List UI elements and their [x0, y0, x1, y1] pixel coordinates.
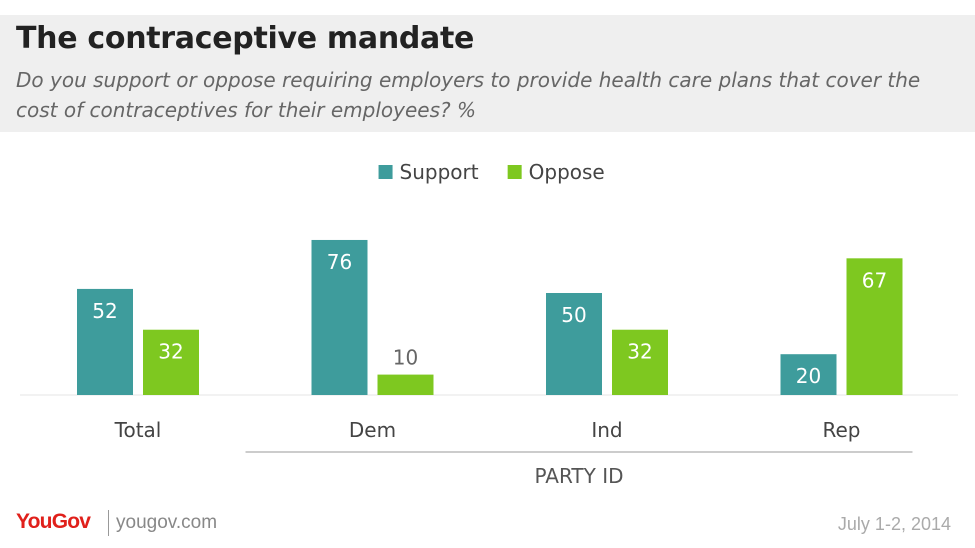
- bar-total-oppose: [143, 329, 199, 395]
- chart-subtitle: Do you support or oppose requiring emplo…: [16, 68, 921, 122]
- category-label-ind: Ind: [591, 418, 622, 442]
- bar-ind-support: [546, 293, 602, 395]
- data-label-ind-oppose: 32: [627, 340, 652, 364]
- category-label-total: Total: [114, 418, 162, 442]
- bar-dem-support: [311, 239, 368, 395]
- footer-separator: [108, 510, 109, 536]
- footer-date: July 1-2, 2014: [837, 514, 951, 534]
- data-label-total-support: 52: [92, 299, 117, 323]
- legend-label-support: Support: [400, 160, 479, 184]
- footer-site: yougov.com: [116, 512, 218, 533]
- chart-header: The contraceptive mandate Do you support…: [0, 15, 975, 132]
- data-label-total-oppose: 32: [158, 340, 183, 364]
- data-label-dem-support: 76: [327, 250, 352, 274]
- legend-swatch-oppose: [507, 165, 522, 179]
- bar-rep-oppose: [846, 258, 903, 395]
- bar-rep-support: [780, 354, 837, 395]
- bar-total-support: [77, 288, 133, 395]
- category-label-dem: Dem: [349, 418, 396, 442]
- legend-label-oppose: Oppose: [529, 160, 605, 184]
- data-label-rep-support: 20: [796, 364, 821, 388]
- data-label-dem-oppose: 10: [393, 346, 418, 370]
- data-label-ind-support: 50: [561, 303, 586, 327]
- yougov-logo: YouGov: [16, 510, 91, 533]
- data-label-rep-oppose: 67: [862, 268, 887, 292]
- category-label-rep: Rep: [823, 418, 861, 442]
- legend-swatch-support: [378, 165, 393, 179]
- bar-ind-oppose: [612, 329, 668, 395]
- bar-dem-oppose: [377, 374, 434, 395]
- group-label: PARTY ID: [535, 464, 624, 488]
- chart-title: The contraceptive mandate: [16, 21, 475, 56]
